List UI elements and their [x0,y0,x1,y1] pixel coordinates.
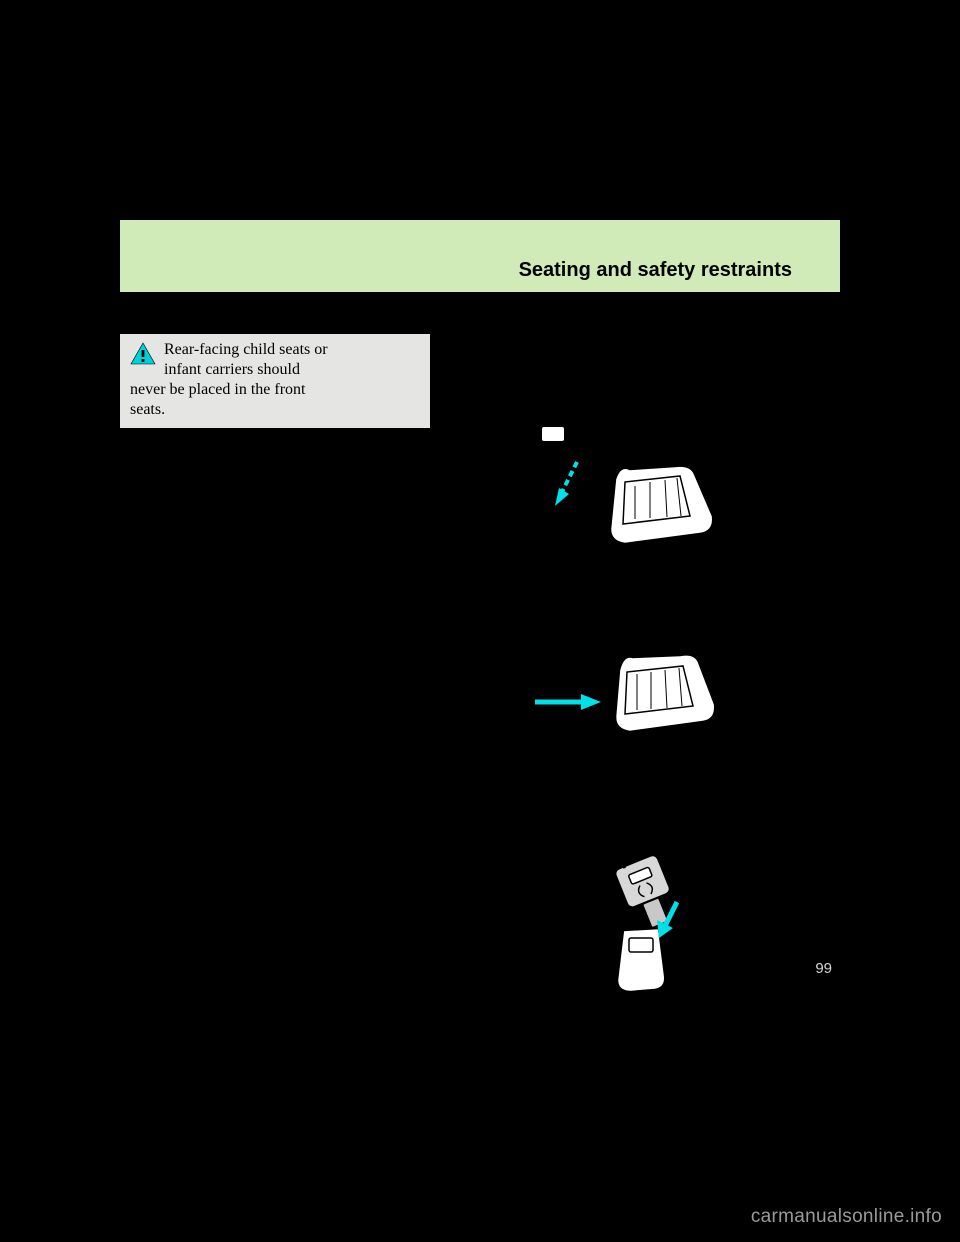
page-number: 99 [120,960,840,977]
warning-line-1: Rear-facing child seats or [164,341,328,358]
warning-line-4: seats. [130,401,165,418]
figure-child-seat-belt-route [450,632,840,802]
figure-child-seat-belt-pull [450,424,840,614]
left-column: Rear-facing child seats or infant carrie… [120,334,430,1000]
section-header-band: Seating and safety restraints [120,220,840,292]
warning-text: Rear-facing child seats or infant carrie… [130,340,420,420]
watermark-text: carmanualsonline.info [751,1206,942,1228]
warning-triangle-icon [130,342,156,371]
warning-box: Rear-facing child seats or infant carrie… [120,334,430,428]
section-title: Seating and safety restraints [519,259,792,282]
content-area: Rear-facing child seats or infant carrie… [120,334,840,1000]
manual-page: Seating and safety restraints Rear-facin… [120,220,840,1000]
warning-line-2: infant carriers should [164,361,300,378]
right-column [450,334,840,1000]
warning-line-3: never be placed in the front [130,381,305,398]
